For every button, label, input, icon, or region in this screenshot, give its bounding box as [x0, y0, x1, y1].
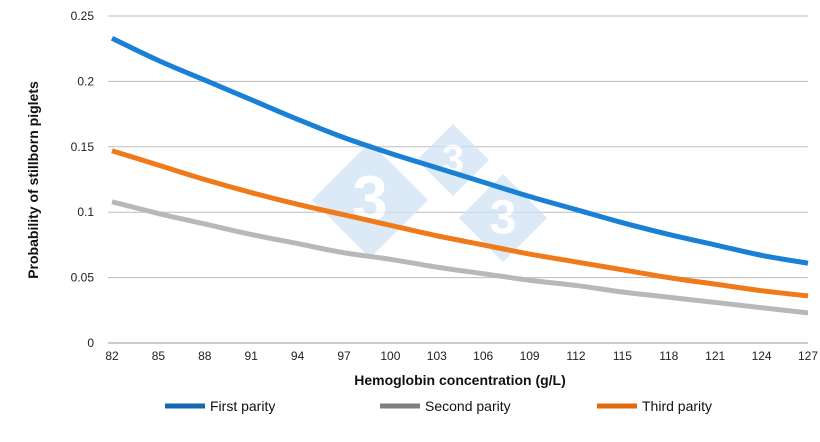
series-line-first-parity [110, 35, 809, 266]
x-tick-label: 112 [566, 349, 585, 363]
x-tick-label: 109 [520, 349, 540, 363]
legend-label: First parity [210, 398, 275, 414]
y-tick-label: 0.15 [71, 140, 95, 154]
x-axis-title: Hemoglobin concentration (g/L) [354, 372, 566, 388]
series-line-second-parity [111, 199, 809, 316]
y-tick-label: 0.25 [71, 9, 95, 23]
x-axis: 82 85 88 91 94 97 100 103 106 109 112 115 118 121 124 1… [105, 349, 818, 363]
x-tick-label: 115 [613, 349, 632, 363]
x-tick-label: 82 [105, 349, 119, 363]
x-tick-label: 118 [659, 349, 678, 363]
legend-item: Second parity [380, 398, 511, 414]
y-tick-label: 0 [87, 336, 94, 350]
x-tick-label: 91 [245, 349, 259, 363]
gridlines [108, 15, 808, 344]
legend-item: First parity [165, 398, 275, 414]
watermark-digit: 3 [490, 190, 517, 244]
series-lines [110, 35, 809, 316]
y-tick-label: 0.1 [77, 205, 94, 219]
x-tick-label: 85 [152, 349, 166, 363]
legend-label: Third parity [642, 398, 712, 414]
x-tick-label: 127 [798, 349, 818, 363]
legend: First parity Second parity Third parity [165, 398, 712, 414]
x-tick-label: 121 [705, 349, 725, 363]
x-tick-label: 103 [427, 349, 447, 363]
legend-item: Third parity [597, 398, 712, 414]
x-tick-label: 100 [380, 349, 400, 363]
series-line-third-parity [111, 148, 809, 299]
y-axis-title: Probability of stillborn piglets [25, 81, 41, 279]
legend-label: Second parity [425, 398, 511, 414]
x-tick-label: 88 [198, 349, 212, 363]
x-tick-label: 124 [752, 349, 772, 363]
x-tick-label: 106 [473, 349, 493, 363]
y-tick-label: 0.05 [71, 271, 95, 285]
x-tick-label: 94 [291, 349, 305, 363]
y-axis: 0 0.05 0.1 0.15 0.2 0.25 [71, 9, 95, 350]
x-tick-label: 97 [337, 349, 351, 363]
y-tick-label: 0.2 [77, 74, 94, 88]
